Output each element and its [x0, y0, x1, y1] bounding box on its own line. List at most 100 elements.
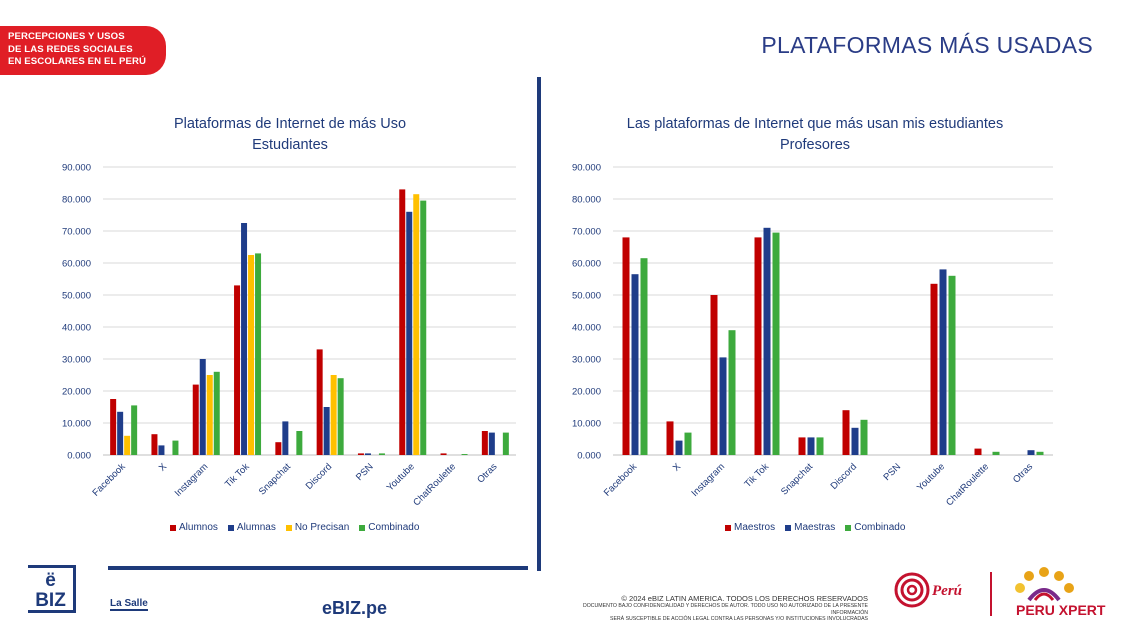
bar-combinado [640, 258, 648, 455]
y-tick-label: 10.000 [572, 419, 601, 430]
bar-maestras [939, 269, 947, 455]
page-title: PLATAFORMAS MÁS USADAS [761, 32, 1093, 58]
bar-combinado [296, 431, 303, 455]
ebiz-logo-text: ë BIZ [35, 570, 66, 611]
bar-combinado [860, 419, 868, 455]
logo-separator [990, 572, 992, 616]
y-tick-label: 0.000 [577, 451, 601, 462]
legend-swatch [170, 524, 176, 531]
bar-alumnas [364, 453, 371, 455]
bar-alumnas [323, 407, 330, 455]
bar-alumnos [192, 384, 199, 455]
ebiz-logo: ë BIZ [28, 565, 76, 613]
x-tick-label: Snapchat [779, 461, 815, 497]
copyright-line-2: DOCUMENTO BAJO CONFIDENCIALIDAD Y DERECH… [583, 603, 868, 616]
tag-line-2: DE LAS REDES SOCIALES [8, 43, 133, 55]
legend-label: Combinado [368, 522, 420, 533]
vertical-divider [537, 77, 541, 571]
legend-label: Maestras [794, 522, 836, 533]
legend-item: Combinado [359, 522, 419, 533]
bar-maestras [851, 427, 859, 455]
y-tick-label: 90.000 [62, 163, 91, 174]
bar-maestros [666, 421, 674, 455]
y-tick-label: 50.000 [572, 291, 601, 302]
chart-1-title-block: Plataformas de Internet de más Uso Estud… [140, 114, 440, 156]
tag-line-3: EN ESCOLARES EN EL PERÚ [8, 56, 147, 67]
y-tick-label: 40.000 [572, 323, 601, 334]
bar-no-precisan [124, 435, 131, 455]
bar-combinado [172, 440, 179, 455]
bar-combinado [461, 454, 468, 455]
chart-1-legend: Alumnos Alumnas No Precisan Combinado [170, 522, 419, 533]
legend-swatch [227, 524, 234, 531]
bar-alumnas [406, 211, 413, 455]
y-tick-label: 30.000 [62, 355, 91, 366]
bar-no-precisan [330, 375, 337, 455]
x-tick-label: Otras [475, 461, 499, 485]
legend-swatch [785, 524, 792, 531]
peru-xpert-logo [1015, 567, 1074, 602]
legend-swatch [359, 524, 366, 531]
x-tick-label: Instagram [173, 461, 211, 499]
bar-alumnas [199, 359, 206, 455]
bar-maestras [807, 437, 815, 455]
bar-combinado [948, 275, 956, 455]
bar-no-precisan [248, 255, 255, 455]
x-tick-label: Snapchat [257, 461, 293, 497]
legend-swatch [845, 524, 852, 531]
chart-1-plot: 0.000 10.000 20.000 30.000 40.000 50.000 60.00… [62, 163, 516, 508]
bar-combinado [420, 200, 427, 455]
bar-alumnos [234, 285, 241, 455]
legend-swatch [285, 524, 292, 531]
bar-maestros [842, 410, 850, 455]
legend-label: Combinado [854, 522, 906, 533]
bar-maestras [675, 440, 683, 455]
legend-label: No Precisan [294, 522, 350, 533]
x-tick-label: Tik Tok [742, 461, 771, 490]
legend-swatch [725, 524, 731, 531]
copyright-line-1: © 2024 eBIZ LATIN AMERICA. TODOS LOS DER… [621, 594, 868, 603]
legend-item: No Precisan [285, 522, 350, 533]
bar-alumnos [275, 442, 282, 455]
y-tick-label: 60.000 [62, 259, 91, 270]
bar-combinado [684, 432, 692, 455]
x-tick-label: Discord [829, 461, 860, 492]
legend-item: Alumnas [227, 522, 276, 533]
bar-maestros [930, 283, 938, 455]
lasalle-logo: La Salle [110, 598, 148, 611]
chart-2-title-block: Las plataformas de Internet que más usan… [590, 114, 1040, 156]
bar-combinado [378, 453, 385, 455]
y-tick-label: 20.000 [572, 387, 601, 398]
chart-1-title: Plataformas de Internet de más Uso [173, 116, 407, 132]
x-tick-label: Tik Tok [223, 461, 252, 490]
bar-no-precisan [206, 375, 213, 455]
x-tick-label: ChatRoulette [411, 461, 458, 508]
bar-alumnos [110, 399, 117, 455]
ebiz-pe-logo: eBIZ.pe [322, 598, 388, 618]
x-tick-label: Facebook [90, 461, 127, 498]
y-tick-label: 60.000 [572, 259, 601, 270]
x-tick-label: ChatRoulette [944, 461, 991, 508]
x-tick-label: Otras [1011, 461, 1035, 485]
bar-maestras [719, 357, 727, 455]
bar-no-precisan [413, 194, 420, 455]
legend-item: Maestras [785, 522, 835, 533]
y-tick-label: 20.000 [62, 387, 91, 398]
bar-maestros [754, 237, 762, 455]
bar-maestras [631, 274, 639, 455]
y-tick-label: 80.000 [572, 195, 601, 206]
bar-combinado [772, 232, 780, 455]
chart-2-title: Las plataformas de Internet que más usan… [626, 116, 1004, 132]
tag-line-1: PERCEPCIONES Y USOS [8, 31, 125, 42]
legend-item: Combinado [845, 522, 905, 533]
footer-divider [108, 566, 528, 570]
bar-alumnas [158, 445, 165, 455]
y-tick-label: 50.000 [62, 291, 91, 302]
bar-alumnos [481, 431, 488, 455]
x-tick-label: Facebook [602, 461, 639, 498]
chart-2-subtitle: Profesores [779, 137, 851, 153]
bar-alumnos [399, 189, 406, 455]
bar-maestras [763, 227, 771, 455]
chart-2-plot: 0.000 10.000 20.000 30.000 40.000 50.000 60.00… [572, 163, 1053, 508]
y-tick-label: 70.000 [572, 227, 601, 238]
